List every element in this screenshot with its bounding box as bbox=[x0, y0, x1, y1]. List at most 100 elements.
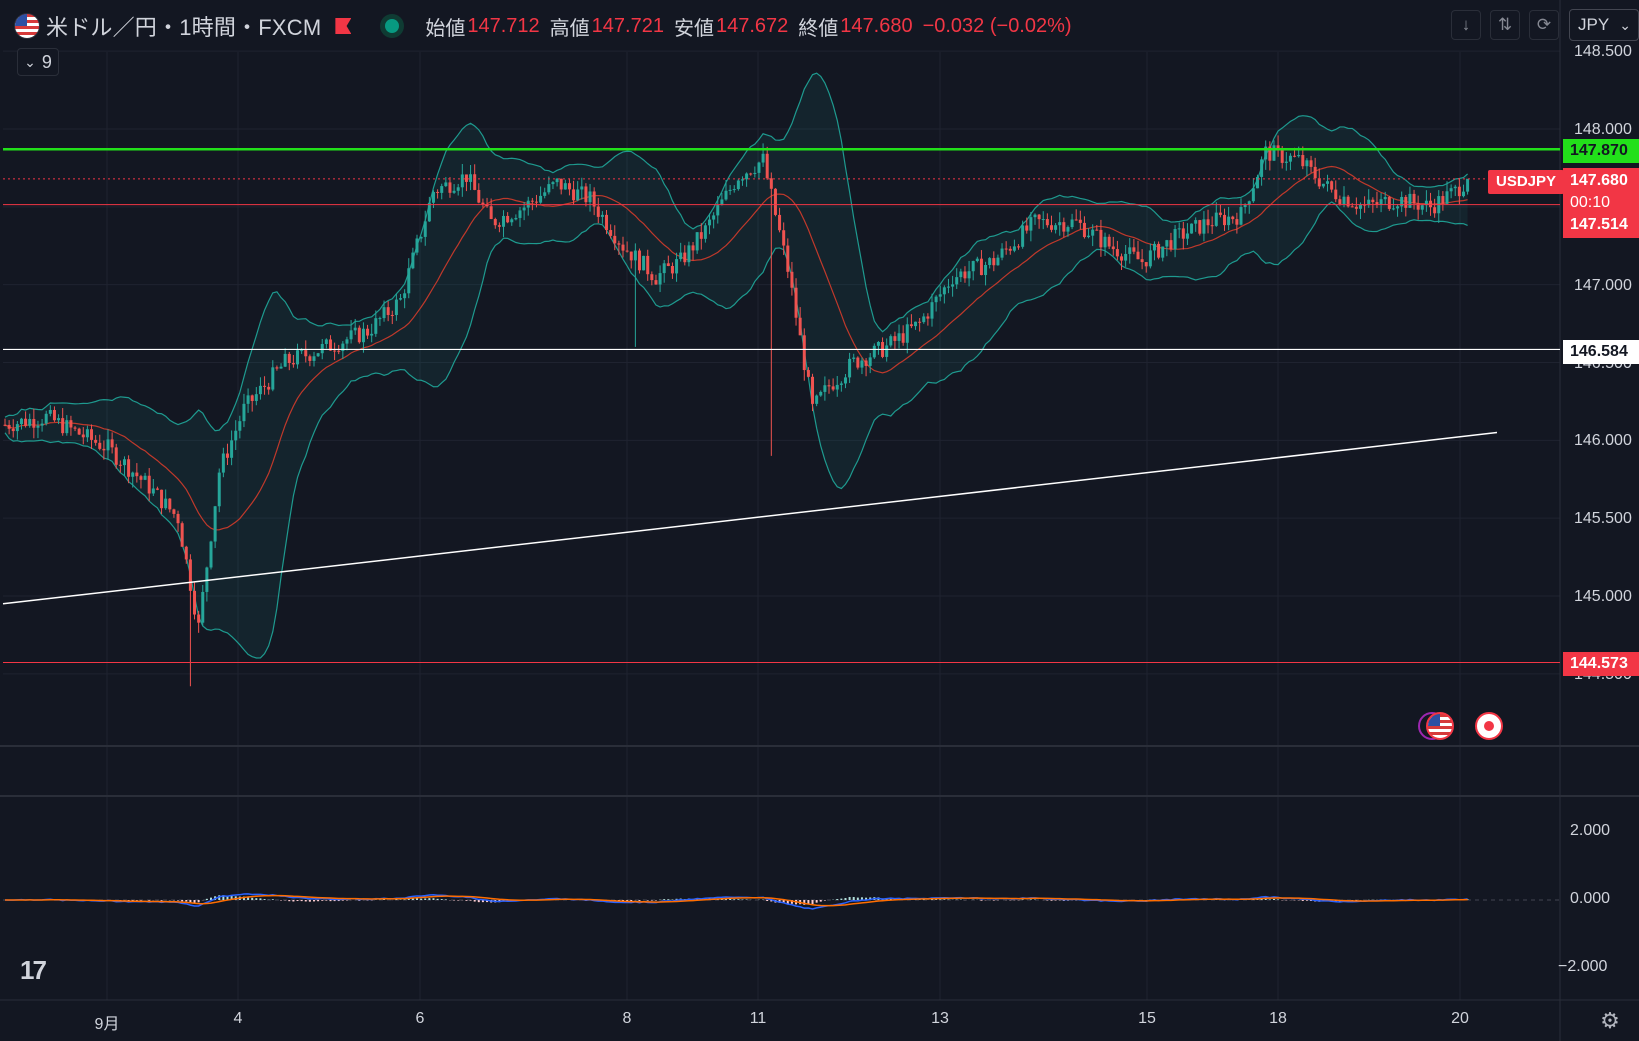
chevron-down-icon: ⌄ bbox=[24, 53, 36, 70]
candle-body bbox=[563, 183, 567, 190]
candle-body bbox=[769, 178, 773, 189]
candle-body bbox=[61, 418, 65, 434]
us-flag-icon bbox=[14, 13, 40, 39]
candle-body bbox=[40, 423, 44, 426]
candle-body bbox=[600, 214, 604, 217]
green-level-tag[interactable]: 147.870 bbox=[1563, 139, 1639, 163]
candle-body bbox=[1169, 240, 1173, 250]
candle-body bbox=[666, 263, 670, 267]
candle-body bbox=[1342, 196, 1346, 205]
candle-body bbox=[28, 418, 32, 426]
candle-body bbox=[24, 418, 28, 426]
candle-body bbox=[209, 541, 213, 568]
low-value: 147.672 bbox=[715, 14, 789, 37]
candle-body bbox=[897, 333, 901, 341]
current-price: 147.680 bbox=[1570, 172, 1628, 189]
candle-body bbox=[143, 475, 147, 480]
candle-body bbox=[349, 330, 353, 340]
collapse-icon[interactable]: ⇅ bbox=[1490, 10, 1520, 40]
open-value: 147.712 bbox=[467, 14, 540, 37]
candle-body bbox=[160, 489, 164, 509]
bar-countdown: 00:10 bbox=[1570, 194, 1611, 211]
bollinger-fill bbox=[5, 73, 1468, 658]
time-axis-label: 11 bbox=[749, 1010, 767, 1027]
candle-body bbox=[225, 453, 229, 458]
candle-body bbox=[889, 336, 893, 346]
candle-body bbox=[901, 333, 905, 343]
candle-body bbox=[1070, 219, 1074, 228]
candle-body bbox=[1243, 204, 1247, 208]
candle-body bbox=[637, 250, 641, 271]
chart-toolbar: ↓ ⇅ ⟳ JPY ⌄ bbox=[1442, 9, 1639, 41]
candle-body bbox=[773, 188, 777, 215]
time-axis-label: 8 bbox=[622, 1010, 632, 1027]
candle-body bbox=[1231, 216, 1235, 220]
candle-body bbox=[790, 271, 794, 288]
download-icon[interactable]: ↓ bbox=[1451, 10, 1481, 40]
symbol-info[interactable]: 米ドル／円・1時間・FXCM bbox=[14, 10, 352, 42]
candle-body bbox=[534, 201, 538, 203]
tradingview-logo-icon[interactable]: 17 bbox=[20, 955, 47, 985]
candle-body bbox=[197, 614, 201, 623]
us-event-flag-icon[interactable] bbox=[1426, 712, 1454, 740]
candle-body bbox=[201, 591, 205, 623]
candle-body bbox=[1041, 219, 1045, 221]
flag-marker-icon[interactable] bbox=[335, 18, 352, 34]
signal-line bbox=[4, 894, 1468, 907]
red-level-tag[interactable]: 144.573 bbox=[1563, 652, 1639, 676]
candle-body bbox=[1321, 183, 1325, 187]
candle-body bbox=[617, 243, 621, 245]
candle-body bbox=[19, 418, 23, 425]
candle-body bbox=[345, 339, 349, 344]
high-label: 高値 bbox=[549, 17, 590, 40]
candle-body bbox=[477, 189, 481, 203]
candle-body bbox=[1264, 146, 1268, 160]
time-axis-label: 18 bbox=[1269, 1010, 1287, 1027]
candle-body bbox=[914, 321, 918, 327]
candle-body bbox=[806, 370, 810, 377]
candle-body bbox=[1177, 228, 1181, 230]
chevron-down-icon: ⌄ bbox=[1619, 16, 1631, 33]
candle-body bbox=[642, 255, 646, 271]
candle-body bbox=[551, 182, 555, 185]
currency-selector[interactable]: JPY ⌄ bbox=[1569, 9, 1639, 41]
candle-body bbox=[1338, 199, 1342, 205]
white-level-tag[interactable]: 146.584 bbox=[1563, 340, 1639, 364]
candle-body bbox=[1062, 222, 1066, 232]
candle-body bbox=[312, 356, 316, 361]
candle-body bbox=[1004, 248, 1008, 250]
candle-body bbox=[106, 439, 110, 451]
candle-body bbox=[605, 214, 609, 231]
candle-body bbox=[1074, 219, 1078, 221]
candle-body bbox=[971, 261, 975, 272]
candle-body bbox=[1157, 243, 1161, 258]
candle-body bbox=[1223, 214, 1227, 226]
candle-body bbox=[1017, 246, 1021, 248]
candle-body bbox=[1387, 197, 1391, 209]
candle-body bbox=[263, 385, 267, 387]
candle-body bbox=[592, 191, 596, 207]
time-axis-label: 13 bbox=[931, 1010, 949, 1027]
price-axis-label: 146.000 bbox=[1574, 432, 1632, 449]
symbol-title[interactable]: 米ドル／円・1時間・FXCM bbox=[46, 15, 322, 40]
candle-body bbox=[85, 429, 89, 438]
candle-body bbox=[526, 200, 530, 208]
candle-body bbox=[1375, 202, 1379, 205]
candle-body bbox=[728, 189, 732, 191]
candle-body bbox=[1021, 225, 1025, 247]
candle-body bbox=[98, 442, 102, 449]
candle-body bbox=[938, 294, 942, 297]
candle-body bbox=[860, 360, 864, 368]
candle-body bbox=[1198, 220, 1202, 234]
candle-body bbox=[271, 367, 275, 390]
open-label: 始値 bbox=[425, 17, 466, 40]
settings-icon[interactable]: ⚙ bbox=[1600, 1008, 1620, 1033]
candle-body bbox=[975, 258, 979, 262]
indicators-toggle-button[interactable]: ⌄ 9 bbox=[17, 48, 59, 76]
candle-body bbox=[621, 244, 625, 251]
candle-body bbox=[213, 506, 217, 542]
fullscreen-icon[interactable]: ⟳ bbox=[1529, 10, 1559, 40]
candle-body bbox=[802, 335, 806, 371]
jp-event-flag-icon[interactable] bbox=[1475, 712, 1503, 740]
